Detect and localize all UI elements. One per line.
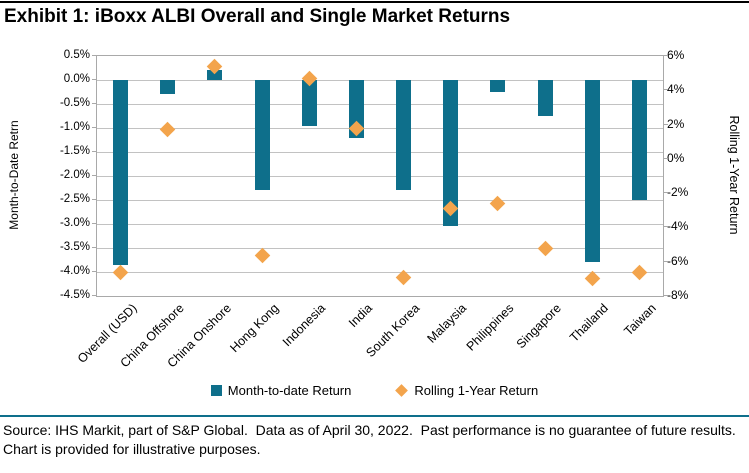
right-axis-tickmark [663,89,668,91]
right-axis-tick-label: 2% [667,116,685,131]
left-axis-tick-label: -4.5% [59,289,90,301]
bar-singapore [537,80,553,116]
right-axis-title: Rolling 1-Year Return [727,115,741,235]
bar-taiwan [631,80,647,200]
legend-item-rolling: Rolling 1-Year Return [395,383,538,398]
bar-china-onshore [207,70,223,80]
bar-philippines [490,80,506,92]
diamond-philippines [490,195,506,212]
right-axis-tickmark [663,157,668,159]
gridline [97,151,663,153]
bar-series-swatch-icon [210,385,222,396]
chart-title: Exhibit 1: iBoxx ALBI Overall and Single… [4,6,511,27]
left-axis-title: Month-to-Date Retrn [7,120,21,230]
x-axis-label: Hong Kong [226,301,281,356]
diamond-singapore [537,240,553,256]
right-axis-tickmark [663,295,668,296]
chart-legend: Month-to-date Return Rolling 1-Year Retu… [0,383,749,398]
right-axis-tickmark [663,123,668,125]
right-axis-tick-label: -4% [667,219,689,234]
left-axis-tickmark [92,127,97,128]
right-axis-tickmark [663,192,668,194]
gridline [97,175,663,177]
left-axis-tick-label: -2.0% [59,169,90,181]
bar-thailand [584,80,600,263]
legend-item-mtd: Month-to-date Return [210,383,352,398]
diamond-series-swatch-icon [395,384,409,397]
x-axis-label: Philippines [464,301,517,354]
left-axis-tick-label: -3.5% [59,241,90,253]
left-axis-tick-label: -2.5% [59,193,90,205]
diamond-taiwan [631,264,648,280]
x-axis-label: Thailand [567,301,612,345]
diamond-thailand [584,271,601,287]
gridline [97,127,663,129]
left-axis-tickmark [92,103,97,104]
bar-hong-kong [254,80,270,191]
left-axis-tickmark [92,223,97,224]
footer-rule [0,415,749,417]
left-axis-tickmark [92,247,97,248]
bar-malaysia [443,80,459,227]
left-axis-tickmark [92,295,97,296]
right-axis-tickmark [663,226,668,228]
gridline [97,79,663,81]
gridline [97,223,663,225]
bar-overall-usd- [113,80,129,265]
left-axis-tickmark [92,55,97,56]
bar-indonesia [301,80,317,126]
right-axis-tickmark [663,55,668,56]
gridline [97,271,663,273]
right-axis-tick-label: 6% [667,48,685,62]
right-axis-tick-label: -2% [667,185,689,200]
x-axis-label: Taiwan [620,301,659,339]
right-axis-tick-label: 4% [667,82,685,97]
diamond-hong-kong [254,247,270,264]
gridline [97,199,663,201]
x-axis-label: Malaysia [424,301,470,346]
left-axis-tick-label: -0.5% [59,97,90,109]
plot-area [96,55,664,297]
bar-china-offshore [160,80,176,95]
x-axis-label: Indonesia [279,301,329,350]
right-axis-tick-label: -8% [667,288,689,302]
left-axis-tick-label: -1.0% [59,121,90,133]
left-axis-tickmark [92,79,97,80]
left-axis-tick-label: -1.5% [59,145,90,157]
top-rule [0,1,749,3]
left-axis-tick-label: 0.5% [63,49,90,61]
left-axis-tick-label: -3.0% [59,217,90,229]
diamond-china-offshore [159,121,176,138]
left-axis-tick-label: -4.0% [59,265,90,277]
left-axis-tick-label: 0.0% [63,73,90,85]
left-axis-tickmark [92,175,97,176]
legend-label-rolling: Rolling 1-Year Return [414,383,539,398]
right-axis-tickmark [663,260,668,262]
x-axis-label: India [346,301,376,331]
right-axis-tick-label: 0% [667,150,685,165]
source-note: Source: IHS Markit, part of S&P Global. … [3,422,744,457]
diamond-overall-usd- [112,264,129,280]
gridline [97,103,663,105]
gridline [97,247,663,249]
left-axis-tickmark [92,199,97,200]
right-axis-tick-label: -6% [667,253,689,268]
bar-south-korea [396,80,412,191]
left-axis-tickmark [92,271,97,272]
legend-label-mtd: Month-to-date Return [227,383,352,398]
x-axis-label: Singapore [513,301,564,352]
left-axis-tickmark [92,151,97,152]
